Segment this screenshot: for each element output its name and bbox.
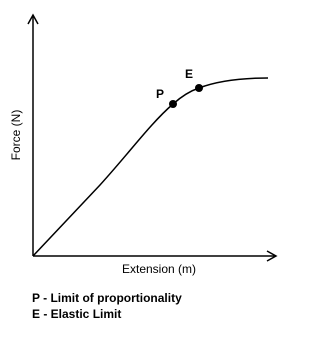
point-label: E [185,67,193,81]
y-axis-label: Force (N) [9,110,23,161]
point-e [195,84,203,92]
x-arrow [266,250,278,262]
point-p [169,100,177,108]
x-axis-label: Extension (m) [122,262,196,276]
legend-item: P - Limit of proportionality [32,291,182,305]
point-label: P [156,87,164,101]
legend-item: E - Elastic Limit [32,307,121,321]
y-arrow [27,13,39,25]
curve [32,77,269,257]
